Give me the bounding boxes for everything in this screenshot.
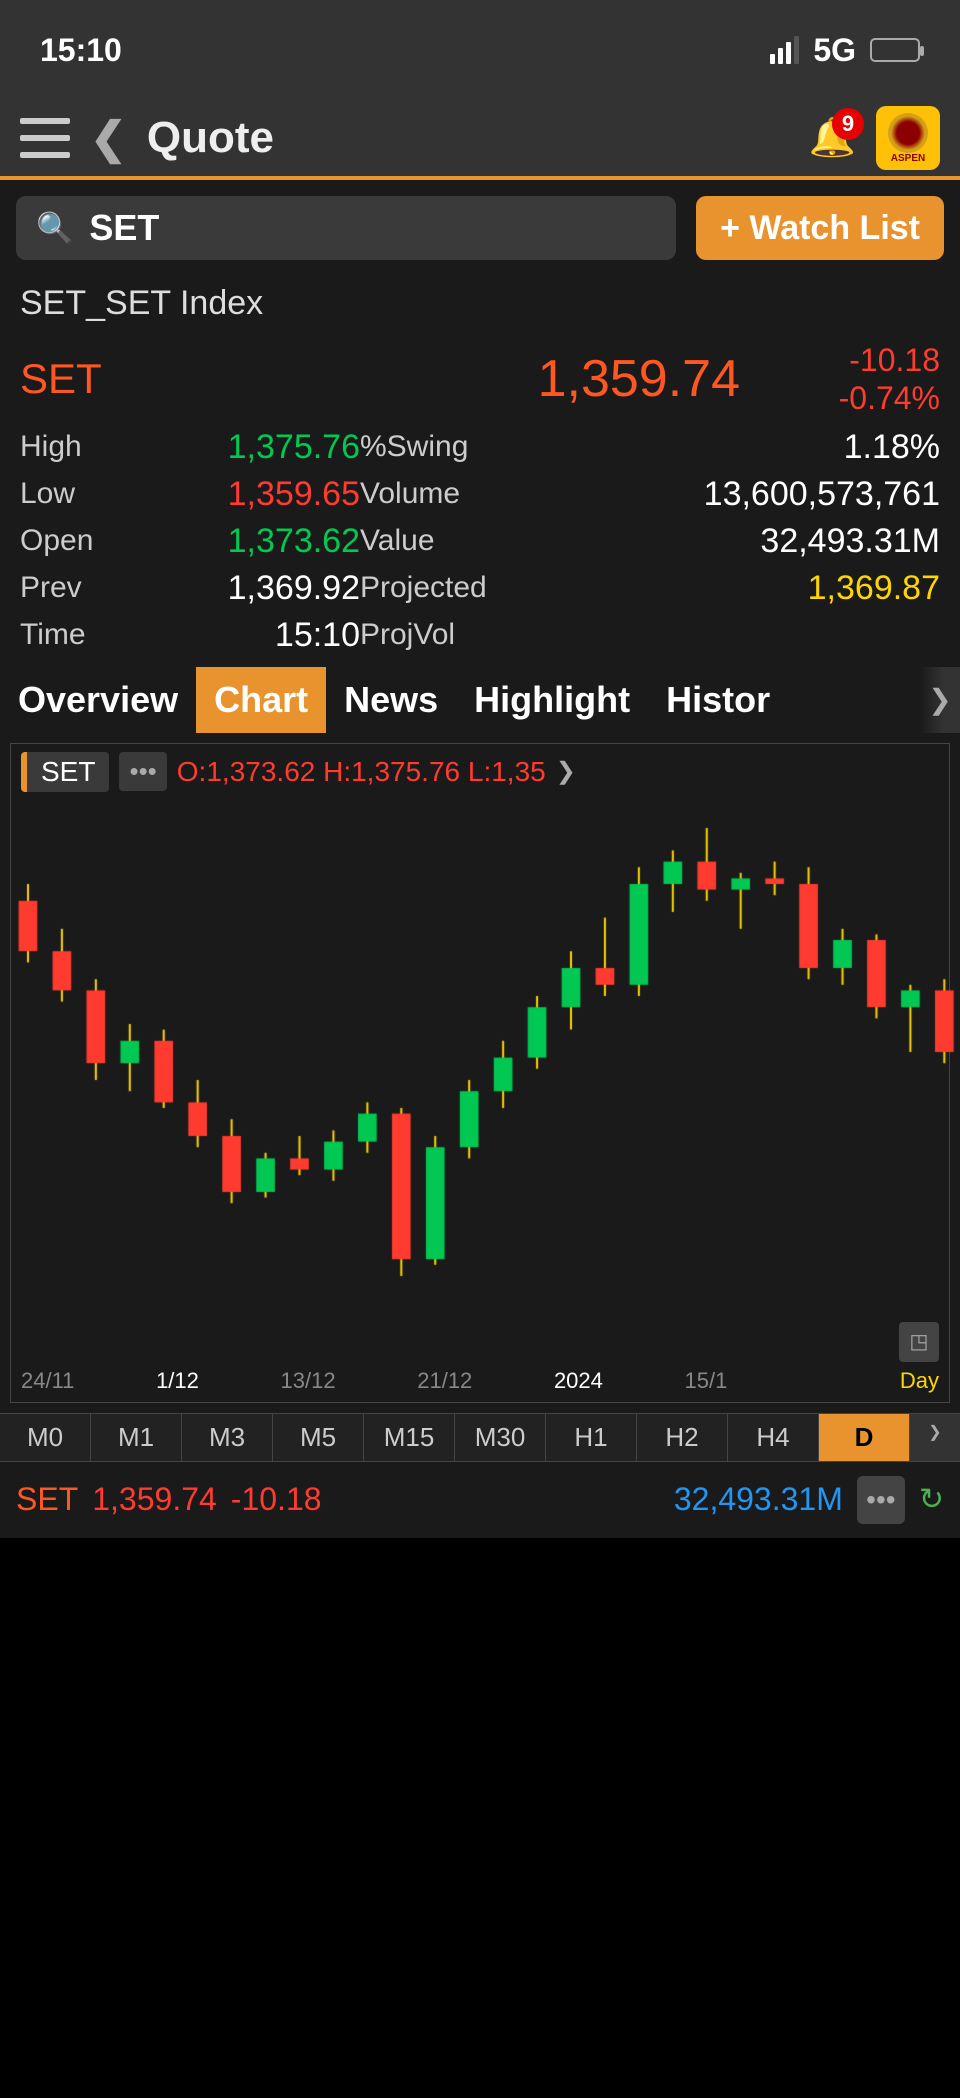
- low-label: Low: [20, 477, 120, 511]
- search-input[interactable]: [89, 207, 656, 249]
- tabs-scroll-right[interactable]: ❯: [920, 667, 960, 733]
- timeframe-m5[interactable]: M5: [273, 1414, 364, 1461]
- prev-value: 1,369.92: [120, 569, 360, 608]
- status-bar: 15:10 5G: [0, 0, 960, 100]
- prev-label: Prev: [20, 571, 120, 605]
- volume-label: Volume: [360, 477, 520, 511]
- add-watchlist-button[interactable]: + Watch List: [696, 196, 944, 260]
- x-axis-label: 15/1: [685, 1368, 728, 1394]
- notification-badge: 9: [832, 108, 864, 140]
- timeframe-h2[interactable]: H2: [637, 1414, 728, 1461]
- projvol-label: ProjVol: [360, 618, 520, 652]
- timeframe-row: M0M1M3M5M15M30H1H2H4D❯: [0, 1413, 960, 1462]
- tab-histor[interactable]: Histor: [648, 667, 788, 733]
- high-label: High: [20, 430, 120, 464]
- network-label: 5G: [813, 32, 856, 69]
- chart-container: SET ••• O:1,373.62 H:1,375.76 L:1,35 ❯ 1…: [10, 743, 950, 1403]
- change-value: -10.18: [740, 341, 940, 379]
- time-label: Time: [20, 618, 120, 652]
- x-axis-label: 13/12: [281, 1368, 336, 1394]
- notifications-button[interactable]: 🔔 9: [809, 116, 856, 160]
- x-axis-label: 2024: [554, 1368, 603, 1394]
- ticker-change: -10.18: [231, 1481, 322, 1518]
- back-button[interactable]: ❮: [90, 113, 127, 164]
- section-tabs: OverviewChartNewsHighlightHistor ❯: [0, 667, 960, 733]
- status-time: 15:10: [40, 32, 122, 69]
- change-percent: -0.74%: [740, 379, 940, 417]
- quote-details-grid: High 1,375.76 %Swing 1.18% Low 1,359.65 …: [0, 428, 960, 667]
- swing-value: 1.18%: [520, 428, 940, 467]
- high-value: 1,375.76: [120, 428, 360, 467]
- swing-label: %Swing: [360, 430, 520, 464]
- low-value: 1,359.65: [120, 475, 360, 514]
- timeframe-m0[interactable]: M0: [0, 1414, 91, 1461]
- bottom-ticker: SET 1,359.74 -10.18 32,493.31M ••• ↻: [0, 1462, 960, 1538]
- timeframe-h1[interactable]: H1: [546, 1414, 637, 1461]
- chart-header: SET ••• O:1,373.62 H:1,375.76 L:1,35 ❯: [11, 744, 949, 800]
- page-title: Quote: [147, 113, 789, 163]
- chart-symbol-pill[interactable]: SET: [21, 752, 109, 792]
- x-axis-label: 21/12: [417, 1368, 472, 1394]
- signal-icon: [770, 36, 799, 64]
- status-right: 5G: [770, 32, 920, 69]
- ticker-price: 1,359.74: [92, 1481, 217, 1518]
- tab-news[interactable]: News: [326, 667, 456, 733]
- symbol: SET: [20, 355, 460, 403]
- open-value: 1,373.62: [120, 522, 360, 561]
- chart-ohlc-text: O:1,373.62 H:1,375.76 L:1,35: [177, 756, 546, 788]
- candle-chart-canvas[interactable]: [11, 800, 960, 1360]
- x-axis-label: 1/12: [156, 1368, 199, 1394]
- instrument-full-name: SET_SET Index: [0, 276, 960, 331]
- search-box[interactable]: 🔍: [16, 196, 676, 260]
- tab-overview[interactable]: Overview: [0, 667, 196, 733]
- timeframe-more[interactable]: ❯: [910, 1414, 960, 1461]
- app-logo[interactable]: ASPEN: [876, 106, 940, 170]
- chart-x-axis: 24/11 1/12 13/12 21/12 2024 15/1: [21, 1368, 809, 1394]
- timeframe-m1[interactable]: M1: [91, 1414, 182, 1461]
- chart-period-label: Day: [900, 1368, 939, 1394]
- last-price: 1,359.74: [460, 349, 740, 409]
- value-label: Value: [360, 524, 520, 558]
- chart-body[interactable]: 1,350.001,359.741,370.001,380.001,390.00…: [11, 800, 949, 1360]
- timeframe-d[interactable]: D: [819, 1414, 910, 1461]
- menu-button[interactable]: [20, 118, 70, 158]
- refresh-button[interactable]: ↻: [919, 1482, 944, 1517]
- tab-chart[interactable]: Chart: [196, 667, 326, 733]
- projected-label: Projected: [360, 571, 520, 605]
- expand-chart-button[interactable]: ◳: [899, 1322, 939, 1362]
- app-header: ❮ Quote 🔔 9 ASPEN: [0, 100, 960, 180]
- timeframe-m30[interactable]: M30: [455, 1414, 546, 1461]
- volume-value: 13,600,573,761: [520, 475, 940, 514]
- price-row: SET 1,359.74 -10.18 -0.74%: [0, 331, 960, 428]
- timeframe-h4[interactable]: H4: [728, 1414, 819, 1461]
- blank-area: [0, 1538, 960, 2098]
- projected-value: 1,369.87: [520, 569, 940, 608]
- battery-icon: [870, 38, 920, 62]
- ticker-more-button[interactable]: •••: [857, 1476, 905, 1524]
- search-icon: 🔍: [36, 211, 73, 246]
- x-axis-label: 24/11: [21, 1368, 74, 1394]
- timeframe-m15[interactable]: M15: [364, 1414, 455, 1461]
- chart-options-button[interactable]: •••: [119, 752, 166, 791]
- chart-header-next[interactable]: ❯: [556, 757, 576, 786]
- time-value: 15:10: [120, 616, 360, 655]
- ticker-symbol: SET: [16, 1481, 78, 1518]
- search-row: 🔍 + Watch List: [0, 180, 960, 276]
- ticker-value: 32,493.31M: [674, 1481, 843, 1518]
- open-label: Open: [20, 524, 120, 558]
- value-value: 32,493.31M: [520, 522, 940, 561]
- change-column: -10.18 -0.74%: [740, 341, 940, 418]
- timeframe-m3[interactable]: M3: [182, 1414, 273, 1461]
- tab-highlight[interactable]: Highlight: [456, 667, 648, 733]
